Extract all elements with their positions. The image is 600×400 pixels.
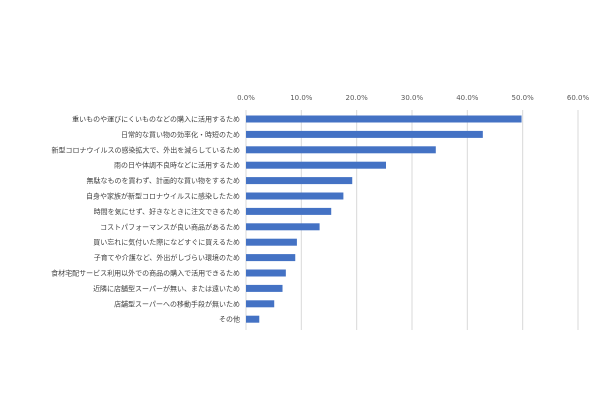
x-tick-label: 50.0% bbox=[512, 94, 535, 102]
bar bbox=[246, 300, 275, 308]
gridlines bbox=[245, 110, 579, 330]
category-label: 店舗型スーパーへの移動手段が無いため bbox=[114, 299, 240, 308]
category-label: 時間を気にせず、好きなときに注文できるため bbox=[94, 207, 240, 216]
x-tick-label: 40.0% bbox=[456, 94, 479, 102]
x-tick-label: 20.0% bbox=[346, 94, 369, 102]
category-label: 無駄なものを買わず、計画的な買い物をするため bbox=[86, 176, 240, 185]
x-axis-ticks: 0.0% 10.0% 20.0% 30.0% 40.0% 50.0% 60.0% bbox=[237, 94, 589, 102]
bar bbox=[246, 207, 332, 215]
category-label: 食材宅配サービス利用以外での商品の購入で活用できるため bbox=[51, 269, 240, 278]
bars bbox=[246, 115, 522, 323]
category-label: 重いものや運びにくいものなどの購入に活用するため bbox=[72, 115, 240, 124]
category-label: 雨の日や体調不良時などに活用するため bbox=[114, 161, 240, 170]
bar bbox=[246, 192, 344, 200]
bar bbox=[246, 223, 320, 231]
bar bbox=[246, 177, 353, 185]
bar bbox=[246, 269, 286, 277]
x-tick-label: 30.0% bbox=[401, 94, 424, 102]
category-label: 新型コロナウイルスの感染拡大で、外出を減らしているため bbox=[51, 145, 240, 154]
bar bbox=[246, 284, 283, 292]
bar bbox=[246, 238, 297, 246]
bar bbox=[246, 254, 296, 262]
category-label: その他 bbox=[219, 315, 240, 324]
bar bbox=[246, 130, 483, 138]
category-label: 自身や家族が新型コロナウイルスに感染したため bbox=[86, 192, 240, 201]
category-label: 近隣に店舗型スーパーが無い、または遠いため bbox=[93, 284, 240, 293]
x-tick-label: 60.0% bbox=[567, 94, 590, 102]
category-label: 日常的な買い物の効率化・時短のため bbox=[121, 130, 240, 139]
category-label: コストパフォーマンスが良い商品があるため bbox=[100, 222, 240, 231]
category-label: 子育てや介護など、外出がしづらい環境のため bbox=[94, 253, 240, 262]
x-tick-label: 10.0% bbox=[290, 94, 313, 102]
bar bbox=[246, 315, 260, 323]
bar bbox=[246, 146, 436, 154]
bar bbox=[246, 115, 522, 123]
category-label: 買い忘れに気付いた際になどすぐに買えるため bbox=[93, 238, 240, 247]
x-tick-label: 0.0% bbox=[237, 94, 255, 102]
category-labels: 重いものや運びにくいものなどの購入に活用するため日常的な買い物の効率化・時短のた… bbox=[51, 115, 240, 324]
bar bbox=[246, 161, 386, 169]
